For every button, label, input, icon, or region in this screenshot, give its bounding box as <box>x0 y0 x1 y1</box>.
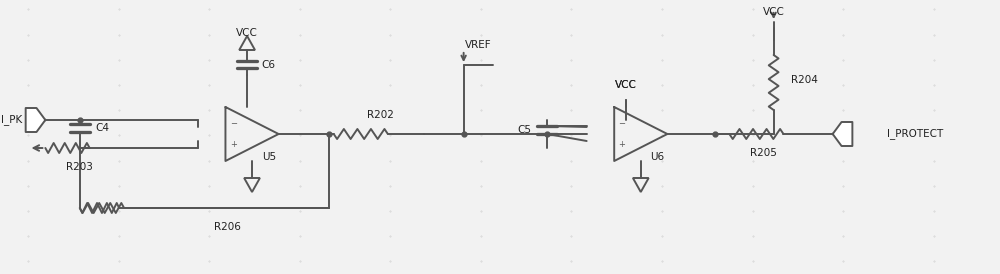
Text: I_PROTECT: I_PROTECT <box>887 129 943 139</box>
Text: R203: R203 <box>66 162 93 172</box>
Text: VCC: VCC <box>236 28 258 38</box>
Text: R202: R202 <box>367 110 393 120</box>
Text: I_PK: I_PK <box>1 115 23 125</box>
Text: VCC: VCC <box>615 80 637 90</box>
Text: VCC: VCC <box>615 80 637 90</box>
Text: R205: R205 <box>750 148 777 158</box>
Text: C6: C6 <box>262 60 276 70</box>
Text: U5: U5 <box>262 152 276 162</box>
Text: R204: R204 <box>791 75 818 85</box>
Polygon shape <box>26 108 45 132</box>
Text: U6: U6 <box>651 152 665 162</box>
Text: −: − <box>230 119 237 128</box>
Text: −: − <box>619 119 626 128</box>
Text: C4: C4 <box>96 123 110 133</box>
Text: VREF: VREF <box>465 40 492 50</box>
Text: +: + <box>619 140 626 149</box>
Text: +: + <box>230 140 237 149</box>
Text: R206: R206 <box>214 222 241 232</box>
Text: C5: C5 <box>518 125 532 135</box>
Text: VCC: VCC <box>763 7 785 17</box>
Polygon shape <box>833 122 852 146</box>
